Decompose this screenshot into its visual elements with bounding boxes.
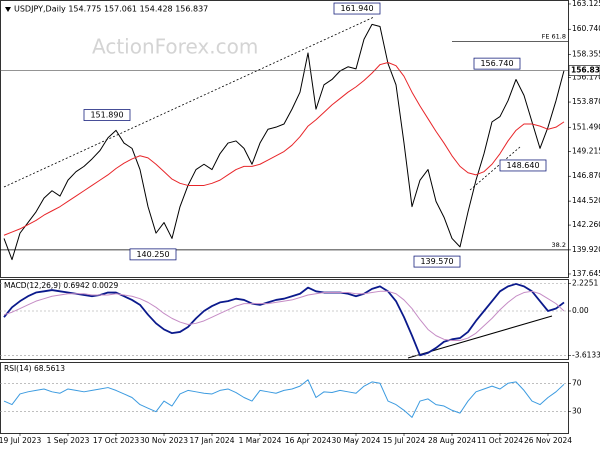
panel-frame [0, 279, 569, 360]
annotation-label: 161.940 [340, 4, 373, 13]
last-price-label: 156.837 [571, 66, 600, 75]
annotation-box [83, 109, 131, 121]
series-line [3, 23, 565, 261]
panel-frame [0, 362, 569, 434]
x-tick-label: 17 Oct 2023 [93, 436, 140, 445]
y-tick-label: 137.645 [572, 269, 600, 278]
panel-frame [0, 0, 569, 278]
x-tick-label: 30 May 2024 [332, 436, 381, 445]
y-tick-label: 139.920 [572, 245, 600, 254]
y-tick-label: 70 [572, 378, 582, 387]
trend-line [469, 146, 521, 191]
annotation-label: 151.890 [90, 111, 123, 120]
x-tick-label: 1 Sep 2023 [47, 436, 90, 445]
x-tick-label: 26 Nov 2024 [524, 436, 572, 445]
annotation-box [333, 2, 381, 15]
panel-title: MACD(12,26,9) 0.6942 0.0029 [4, 281, 118, 290]
x-tick-label: 30 Nov 2023 [140, 436, 188, 445]
annotation-label: 148.640 [506, 161, 539, 170]
panel-title: RSI(14) 68.5613 [4, 364, 65, 373]
annotation-box [499, 159, 547, 172]
annotation-label: 156.740 [480, 59, 513, 68]
y-tick-label: 30 [572, 407, 582, 416]
series-line [3, 379, 565, 418]
y-tick-label: 0.00 [572, 306, 589, 315]
y-tick-label: 156.170 [572, 73, 600, 82]
y-tick-label: 142.260 [572, 220, 600, 229]
level-label: 38.2 [552, 241, 566, 249]
x-tick-label: 28 Aug 2024 [428, 436, 476, 445]
y-tick-label: 151.490 [572, 122, 600, 131]
annotation-label: 139.570 [420, 257, 453, 266]
y-tick-label: -3.6133 [572, 350, 600, 359]
x-tick-label: 11 Oct 2024 [477, 436, 524, 445]
menu-icon [5, 7, 11, 12]
y-tick-label: 160.740 [572, 24, 600, 33]
chart-title: USDJPY,Daily 154.775 157.061 154.428 156… [14, 5, 208, 14]
x-tick-label: 19 Jul 2023 [0, 436, 41, 445]
y-tick-label: 158.355 [572, 50, 600, 59]
x-tick-label: 1 Mar 2024 [239, 436, 282, 445]
y-tick-label: 149.215 [572, 146, 600, 155]
y-tick-label: 153.870 [572, 97, 600, 106]
y-tick-label: 2.2251 [572, 279, 598, 288]
y-tick-label: 144.520 [572, 196, 600, 205]
watermark: ActionForex.com [92, 35, 258, 59]
annotation-box [129, 248, 177, 261]
x-tick-label: 17 Jan 2024 [190, 436, 235, 445]
x-tick-label: 15 Jul 2024 [383, 436, 426, 445]
series-line [3, 62, 565, 236]
series-line [3, 290, 565, 342]
annotation-box [413, 255, 461, 268]
annotation-label: 140.250 [136, 250, 169, 259]
annotation-box [473, 57, 521, 70]
level-label: FE 61.8 [542, 32, 566, 40]
last-price-box [568, 65, 600, 76]
y-tick-label: 163.125 [572, 0, 600, 8]
x-tick-label: 16 Apr 2024 [285, 436, 332, 445]
y-tick-label: 146.870 [572, 171, 600, 180]
